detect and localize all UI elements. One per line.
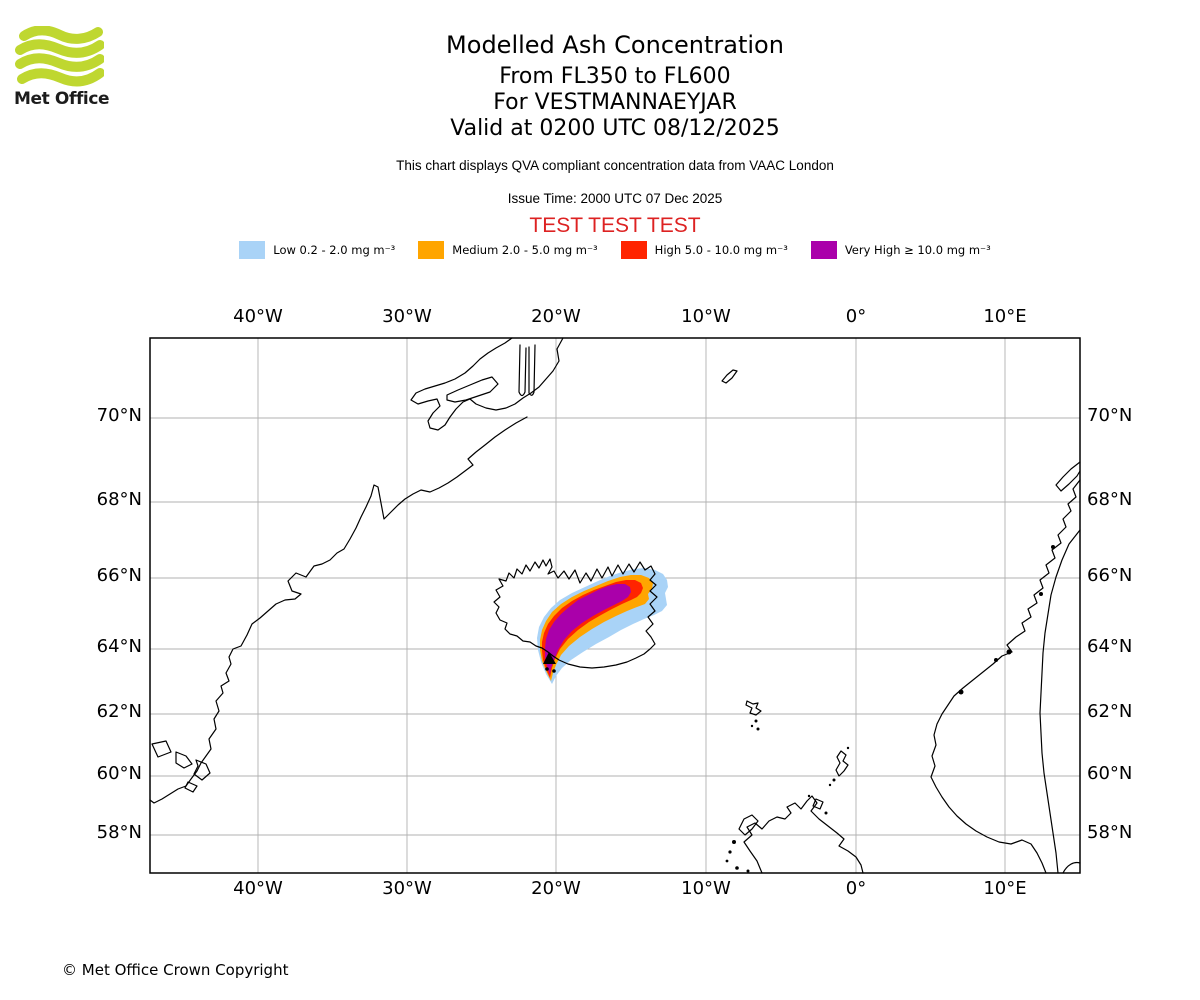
graticule bbox=[150, 338, 1080, 873]
coastline-greenland-fjord-fingers bbox=[518, 344, 536, 397]
subtitle-flight-levels: From FL350 to FL600 bbox=[499, 64, 731, 89]
lat-label-left: 64°N bbox=[96, 636, 142, 657]
coastline-cape-farewell-islands bbox=[151, 740, 211, 793]
test-banner: TEST TEST TEST bbox=[529, 214, 701, 237]
small-islands bbox=[725, 545, 1055, 873]
subtitle-valid-time: Valid at 0200 UTC 08/12/2025 bbox=[450, 116, 780, 141]
lon-label-bottom: 0° bbox=[845, 878, 867, 899]
lat-label-left: 66°N bbox=[96, 565, 142, 586]
met-office-logo-icon bbox=[15, 26, 104, 87]
coastline-greenland-southeast bbox=[149, 416, 528, 804]
lon-label-bottom: 40°W bbox=[233, 878, 283, 899]
coastline-scotland bbox=[743, 795, 864, 874]
lon-label-top: 10°W bbox=[681, 306, 731, 327]
lon-label-bottom: 10°W bbox=[681, 878, 731, 899]
coastline-iceland bbox=[493, 558, 658, 669]
subtitle-location: For VESTMANNAEYJAR bbox=[493, 90, 737, 115]
map-border bbox=[149, 337, 1081, 874]
legend-item-very-high: Very High ≥ 10.0 mg m⁻³ bbox=[810, 241, 991, 259]
lat-label-left: 58°N bbox=[96, 822, 142, 843]
legend-item-high: High 5.0 - 10.0 mg m⁻³ bbox=[620, 241, 788, 259]
lon-label-top: 10°E bbox=[983, 306, 1027, 327]
coastline-faroes bbox=[745, 700, 762, 716]
coastline-norway-inner bbox=[1039, 529, 1081, 874]
lat-label-left: 62°N bbox=[96, 701, 142, 722]
lon-label-top: 20°W bbox=[531, 306, 581, 327]
coastline-jan-mayen bbox=[721, 369, 738, 384]
page-title: Modelled Ash Concentration bbox=[446, 31, 784, 59]
lon-label-top: 40°W bbox=[233, 306, 283, 327]
lon-label-top: 30°W bbox=[382, 306, 432, 327]
lon-label-bottom: 10°E bbox=[983, 878, 1027, 899]
coastline-orkney bbox=[812, 798, 824, 810]
legend-label-very-high: Very High ≥ 10.0 mg m⁻³ bbox=[844, 243, 991, 257]
ash-plume-very-high bbox=[545, 584, 631, 675]
legend: Low 0.2 - 2.0 mg m⁻³ Medium 2.0 - 5.0 mg… bbox=[15, 241, 1200, 259]
coastline-shetland bbox=[835, 750, 849, 777]
coastline-greenland-fjord-island bbox=[446, 376, 499, 403]
lon-label-top: 0° bbox=[845, 306, 867, 327]
ash-plume bbox=[537, 568, 668, 684]
lat-label-left: 70°N bbox=[96, 405, 142, 426]
legend-item-medium: Medium 2.0 - 5.0 mg m⁻³ bbox=[418, 241, 598, 259]
map-canvas bbox=[149, 337, 1081, 874]
ash-plume-high bbox=[542, 580, 643, 678]
lat-label-right: 64°N bbox=[1087, 636, 1133, 657]
met-office-brand-text: Met Office bbox=[14, 89, 110, 109]
lat-label-right: 68°N bbox=[1087, 489, 1133, 510]
legend-swatch-low bbox=[239, 241, 266, 259]
coastline-lewis bbox=[738, 814, 759, 836]
lat-label-left: 68°N bbox=[96, 489, 142, 510]
lat-label-right: 62°N bbox=[1087, 701, 1133, 722]
legend-label-high: High 5.0 - 10.0 mg m⁻³ bbox=[654, 243, 788, 257]
coastline-skagerrak bbox=[1062, 861, 1081, 874]
lat-label-right: 58°N bbox=[1087, 822, 1133, 843]
lat-label-right: 66°N bbox=[1087, 565, 1133, 586]
coastline-lofoten bbox=[1055, 461, 1081, 492]
lon-label-bottom: 30°W bbox=[382, 878, 432, 899]
copyright-notice: © Met Office Crown Copyright bbox=[62, 961, 289, 979]
legend-swatch-high bbox=[620, 241, 647, 259]
qva-info-line: This chart displays QVA compliant concen… bbox=[396, 158, 834, 173]
legend-item-low: Low 0.2 - 2.0 mg m⁻³ bbox=[239, 241, 395, 259]
issue-time: Issue Time: 2000 UTC 07 Dec 2025 bbox=[507, 191, 723, 206]
coastline-norway-outer bbox=[930, 479, 1081, 874]
lon-label-bottom: 20°W bbox=[531, 878, 581, 899]
volcano-source-marker bbox=[543, 652, 556, 673]
legend-swatch-very-high bbox=[810, 241, 837, 259]
legend-swatch-medium bbox=[418, 241, 445, 259]
lat-label-left: 60°N bbox=[96, 763, 142, 784]
lat-label-right: 70°N bbox=[1087, 405, 1133, 426]
lat-label-right: 60°N bbox=[1087, 763, 1133, 784]
legend-label-low: Low 0.2 - 2.0 mg m⁻³ bbox=[273, 243, 396, 257]
legend-label-medium: Medium 2.0 - 5.0 mg m⁻³ bbox=[452, 243, 598, 257]
coastline-greenland-fjords bbox=[410, 337, 564, 431]
